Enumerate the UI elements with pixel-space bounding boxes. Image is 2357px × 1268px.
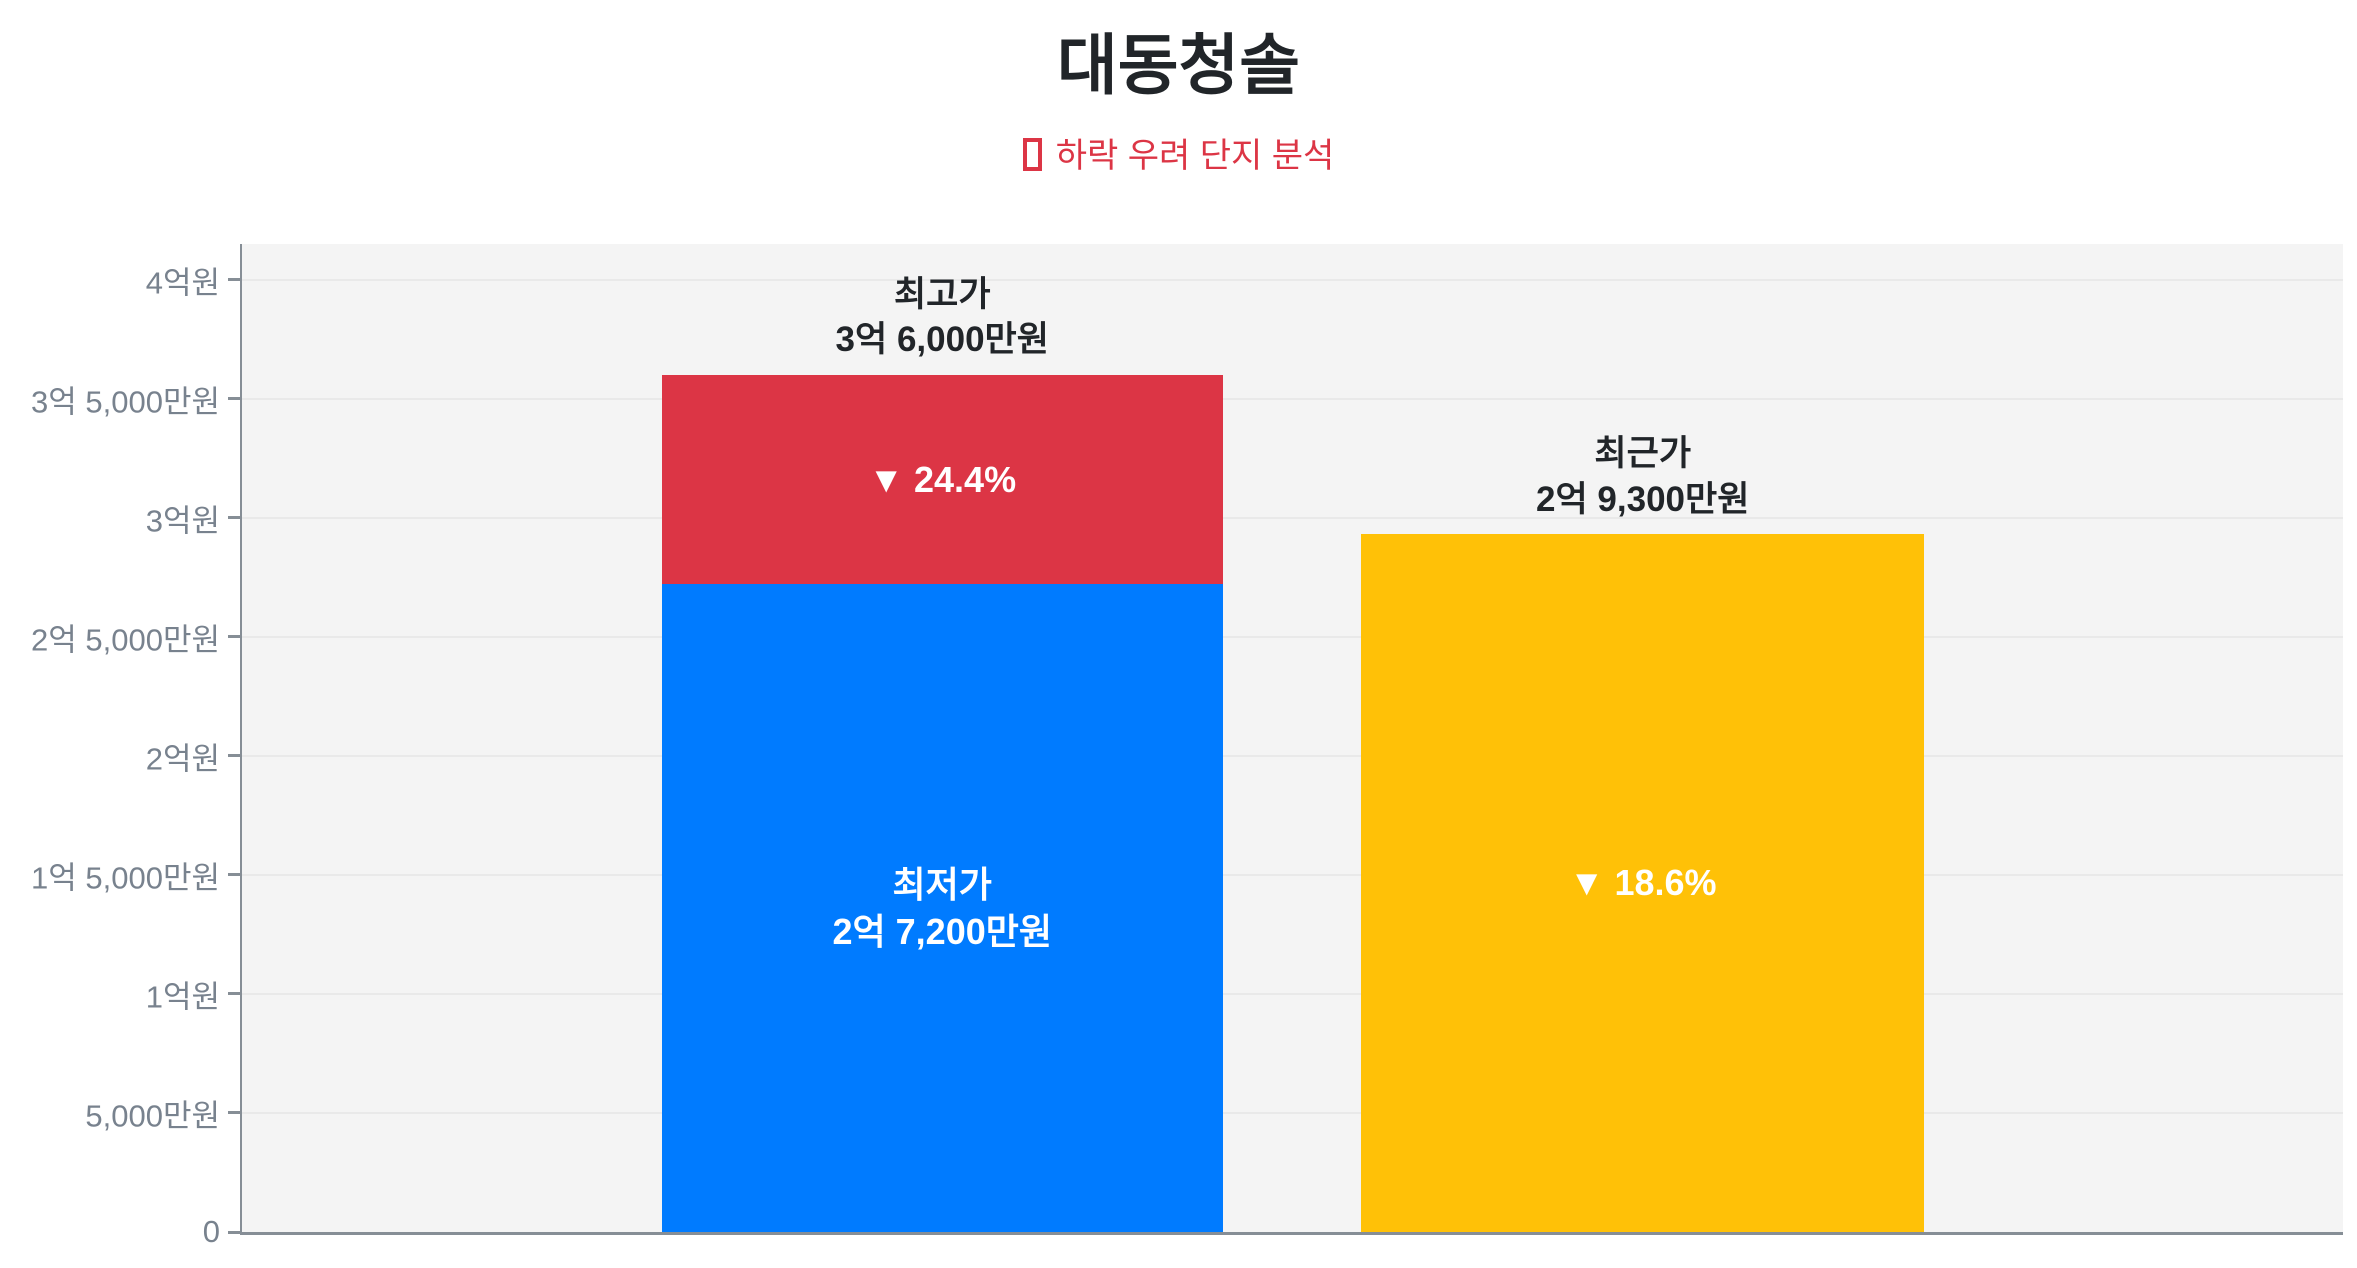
y-axis-tick-mark <box>228 516 240 520</box>
peak-vs-lowest-bar-annotation-line: 최고가 <box>893 274 991 314</box>
gridline <box>242 278 2343 281</box>
plot-area: 0 5,000만원 1억원 1억 5,000만원 2억원 2억 5,000만원 3억원 3억 … <box>31 244 2343 1249</box>
gridline <box>242 1111 2343 1114</box>
y-axis-tick-label: 0 <box>202 1214 220 1249</box>
lowest-price-segment-label: 2억 7,200만원 <box>832 911 1052 953</box>
y-axis-tick-label: 2억 5,000만원 <box>31 622 220 658</box>
recent-price-segment[interactable]: ▼ 18.6% <box>1361 534 1925 1232</box>
gridline <box>242 754 2343 757</box>
y-axis-tick-mark <box>228 992 240 996</box>
gridline <box>242 635 2343 638</box>
recent-price-bar-annotation-line: 최근가 <box>1594 434 1692 474</box>
recent-price-bar-annotation: 최근가 2억 9,300만원 <box>1536 431 1749 522</box>
y-axis-tick-label: 3억원 <box>145 503 220 539</box>
chart-subtitle-text: 하락 우려 단지 분석 <box>1055 137 1335 175</box>
drop-from-peak-segment-label: ▼ 24.4% <box>868 458 1017 500</box>
gridline <box>242 516 2343 519</box>
y-axis-tick-mark <box>228 397 240 401</box>
y-axis-tick-label: 4억원 <box>145 265 220 301</box>
peak-vs-lowest-bar-annotation-line: 3억 6,000만원 <box>835 320 1049 360</box>
y-axis-tick-label: 1억 5,000만원 <box>31 860 220 896</box>
y-axis-tick-mark <box>228 754 240 758</box>
y-axis-tick-label: 5,000만원 <box>85 1098 220 1134</box>
gridline <box>242 873 2343 876</box>
drop-from-peak-segment[interactable]: ▼ 24.4% <box>661 374 1223 585</box>
recent-price-segment-label: ▼ 18.6% <box>1568 862 1717 904</box>
y-axis-tick-label: 2억원 <box>145 741 220 777</box>
chart-subtitle: 하락 우려 단지 분석 <box>0 128 2357 177</box>
lowest-price-segment[interactable]: 최저가 2억 7,200만원 <box>661 584 1223 1232</box>
gridline <box>242 992 2343 995</box>
y-axis-tick-label: 1억원 <box>145 979 220 1015</box>
y-axis-tick-mark <box>228 1230 240 1234</box>
y-axis-tick-mark <box>228 635 240 639</box>
y-axis-tick-mark <box>228 1111 240 1115</box>
chart-title: 대동청솔 <box>1057 28 1300 102</box>
peak-vs-lowest-bar: 최저가 2억 7,200만원 ▼ 24.4% <box>661 244 1223 1232</box>
lowest-price-segment-label: 최저가 <box>892 863 992 905</box>
peak-vs-lowest-bar-annotation: 최고가 3억 6,000만원 <box>836 272 1049 363</box>
recent-price-bar: ▼ 18.6% <box>1361 244 1925 1232</box>
missing-glyph-box-icon <box>1022 138 1042 171</box>
gridline <box>242 397 2343 400</box>
y-axis-tick-mark <box>228 873 240 877</box>
y-axis-tick-label: 3억 5,000만원 <box>31 384 220 420</box>
y-axis-tick-mark <box>228 278 240 282</box>
recent-price-bar-annotation-line: 2억 9,300만원 <box>1536 479 1750 519</box>
